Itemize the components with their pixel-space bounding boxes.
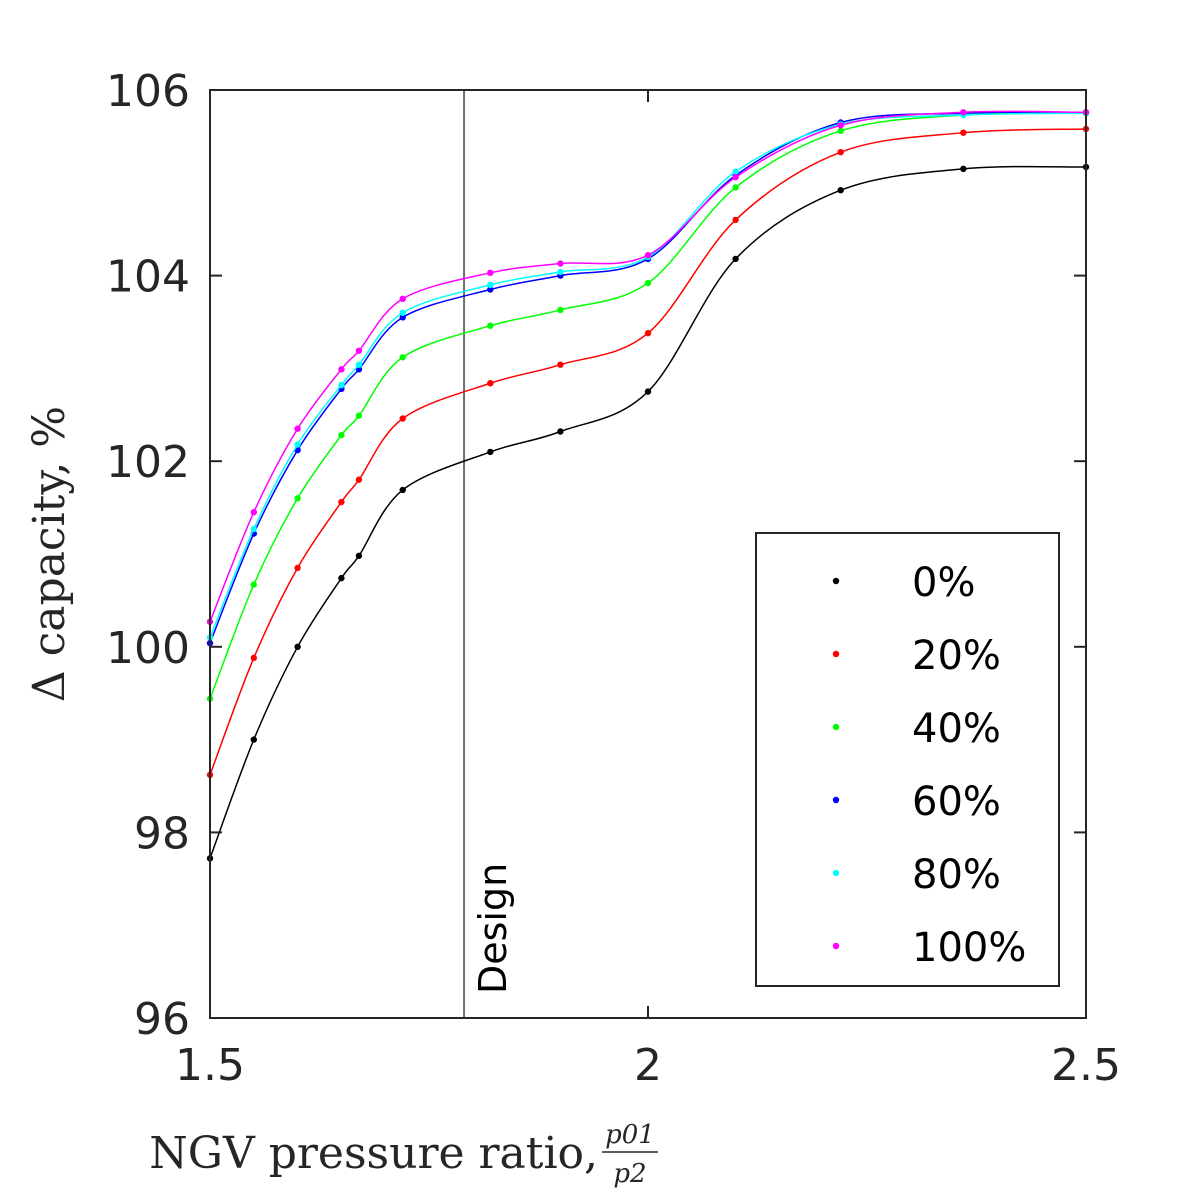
y-tick-label-1: 98 xyxy=(134,808,190,859)
data-point-1-5 xyxy=(399,415,406,422)
data-point-2-7 xyxy=(557,306,564,314)
data-point-2-5 xyxy=(399,354,406,361)
design-label: Design xyxy=(471,863,515,994)
data-point-1-4 xyxy=(355,476,363,483)
legend-label-1: 20% xyxy=(912,633,1001,679)
data-point-4-3 xyxy=(338,381,345,389)
data-point-1-11 xyxy=(960,129,967,136)
data-point-5-3 xyxy=(338,366,345,373)
data-point-0-1 xyxy=(250,736,257,743)
legend-marker-2 xyxy=(832,723,840,731)
data-point-0-2 xyxy=(294,643,301,650)
y-axis-label: Δ capacity, % xyxy=(24,406,75,702)
data-point-5-5 xyxy=(399,295,406,302)
data-point-2-9 xyxy=(732,184,739,191)
data-point-5-11 xyxy=(960,109,967,116)
data-point-5-6 xyxy=(487,269,494,277)
axes: 1.5 2 2.5 96 98 100 102 104 106 NGV pressure rati… xyxy=(24,66,1121,1189)
data-point-3-6 xyxy=(487,286,494,293)
data-point-1-7 xyxy=(557,361,564,368)
data-point-0-6 xyxy=(487,448,494,456)
data-point-0-11 xyxy=(960,165,967,173)
data-point-4-7 xyxy=(557,268,564,276)
data-point-2-4 xyxy=(355,412,363,419)
data-point-4-9 xyxy=(732,168,739,175)
legend-marker-0 xyxy=(832,577,840,585)
data-point-0-8 xyxy=(644,388,652,395)
legend-label-2: 40% xyxy=(912,706,1001,752)
data-point-5-10 xyxy=(837,122,844,129)
x-tick-label-0: 1.5 xyxy=(175,1040,245,1091)
data-point-0-3 xyxy=(338,574,345,582)
x-tick-label-2: 2.5 xyxy=(1051,1040,1121,1091)
data-point-2-2 xyxy=(294,495,301,502)
data-point-0-9 xyxy=(732,255,739,263)
y-tick-label-3: 102 xyxy=(106,437,190,488)
data-point-4-2 xyxy=(294,441,301,448)
data-point-1-1 xyxy=(250,654,257,662)
data-point-4-6 xyxy=(487,281,494,289)
y-tick-label-2: 100 xyxy=(106,623,190,674)
legend-label-4: 80% xyxy=(912,852,1001,898)
legend-marker-1 xyxy=(832,650,840,658)
data-point-3-5 xyxy=(399,314,406,321)
legend-label-5: 100% xyxy=(912,925,1026,971)
data-point-5-8 xyxy=(644,251,652,259)
data-point-2-1 xyxy=(250,581,257,588)
legend-marker-4 xyxy=(832,869,840,877)
data-point-5-9 xyxy=(732,174,739,181)
legend: 0% 20% 40% 60% 80% 100% xyxy=(755,532,1060,987)
data-point-1-8 xyxy=(644,329,652,337)
data-point-2-3 xyxy=(338,432,345,439)
data-point-4-5 xyxy=(399,309,406,316)
data-point-1-6 xyxy=(487,380,494,387)
data-point-5-2 xyxy=(294,425,301,432)
x-axis-fraction-denominator: p2 xyxy=(613,1159,646,1189)
y-tick-label-0: 96 xyxy=(134,994,190,1045)
data-point-4-4 xyxy=(355,361,363,368)
x-axis-label: NGV pressure ratio, xyxy=(149,1128,598,1179)
y-tick-label-4: 104 xyxy=(106,252,190,303)
data-point-5-1 xyxy=(250,509,257,516)
data-point-3-4 xyxy=(355,366,363,373)
data-point-2-10 xyxy=(837,127,844,135)
data-point-2-8 xyxy=(644,279,652,287)
data-point-4-1 xyxy=(250,525,257,533)
legend-box xyxy=(755,532,1060,987)
data-point-2-6 xyxy=(487,322,494,329)
legend-label-0: 0% xyxy=(912,560,975,606)
data-point-0-4 xyxy=(355,552,363,560)
legend-label-3: 60% xyxy=(912,779,1001,825)
data-point-1-2 xyxy=(294,564,301,572)
data-point-5-7 xyxy=(557,260,564,267)
data-point-0-7 xyxy=(557,428,564,435)
data-point-5-4 xyxy=(355,347,363,354)
legend-marker-3 xyxy=(832,796,840,804)
y-tick-label-5: 106 xyxy=(106,66,190,117)
data-point-1-3 xyxy=(338,498,345,506)
data-point-1-9 xyxy=(732,216,739,224)
series-line-1 xyxy=(209,128,1087,776)
legend-marker-5 xyxy=(832,942,840,950)
x-axis-fraction-numerator: p01 xyxy=(605,1120,655,1150)
data-point-0-10 xyxy=(837,187,844,194)
data-point-0-5 xyxy=(399,486,406,494)
x-tick-label-1: 2 xyxy=(634,1040,662,1091)
plot-area: Design xyxy=(206,90,1090,1018)
data-point-1-10 xyxy=(837,148,844,156)
